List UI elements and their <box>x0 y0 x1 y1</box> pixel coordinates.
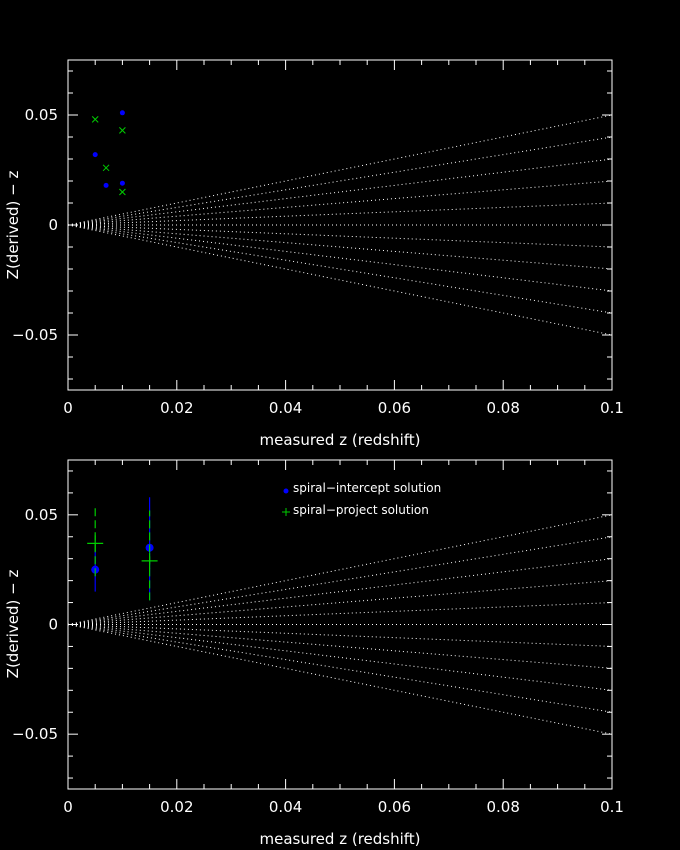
top-guide-line <box>67 158 613 226</box>
top-x-tick-label: 0.02 <box>160 399 193 417</box>
top-green-x-stroke <box>119 188 126 196</box>
bottom-guide-line <box>67 514 613 625</box>
top-guide-line <box>67 180 613 226</box>
legend: spiral−intercept solution spiral−project… <box>282 481 441 517</box>
bottom-x-tick-label: 0.02 <box>160 798 193 816</box>
bottom-panel: measured z (redshift) Z(derived) − z spi… <box>4 459 624 848</box>
top-blue-data-point <box>119 180 125 186</box>
top-green-x-stroke <box>91 116 99 123</box>
top-y-tick-label: 0 <box>48 216 58 234</box>
top-blue-data-point <box>119 110 125 116</box>
bottom-x-tick-label: 0.1 <box>600 798 624 816</box>
bottom-green-data-point <box>87 535 104 552</box>
top-guide-line <box>67 224 613 292</box>
top-y-tick-label: −0.05 <box>12 326 58 344</box>
top-guide-line <box>67 224 613 248</box>
bottom-x-tick-label: 0.08 <box>486 798 519 816</box>
top-green-x-stroke <box>102 164 110 172</box>
legend-entry-spiral-project: spiral−project solution <box>293 503 429 517</box>
bottom-guide-line <box>67 602 613 625</box>
bottom-y-tick-label: 0.05 <box>25 506 58 524</box>
top-panel: measured z (redshift) Z(derived) − z 0 0.… <box>4 59 624 449</box>
bottom-x-tick-label: 0.06 <box>378 798 411 816</box>
legend-entry-spiral-intercept: spiral−intercept solution <box>293 481 441 495</box>
top-green-data-point <box>119 188 126 196</box>
top-blue-data-point <box>92 152 98 158</box>
bottom-guide-line <box>67 624 613 647</box>
bottom-green-data-point <box>141 552 158 569</box>
top-guide-line <box>67 224 613 336</box>
legend-marker-spiral-intercept <box>283 488 289 494</box>
top-green-x-stroke <box>119 127 126 134</box>
top-x-axis-label: measured z (redshift) <box>259 431 420 449</box>
top-x-tick-label: 0.1 <box>600 399 624 417</box>
top-guide-line <box>67 202 613 226</box>
bottom-guide-line <box>67 558 613 625</box>
top-x-tick-label: 0.06 <box>378 399 411 417</box>
bottom-guide-line <box>67 624 613 735</box>
top-green-data-point <box>119 127 126 134</box>
top-guide-line <box>67 114 613 226</box>
top-green-data-point <box>91 116 99 123</box>
bottom-guide-line <box>67 580 613 625</box>
bottom-x-tick-label: 0 <box>63 798 73 816</box>
bottom-y-tick-label: −0.05 <box>12 725 58 743</box>
top-green-data-point <box>102 164 110 172</box>
top-x-tick-label: 0 <box>63 399 73 417</box>
bottom-y-tick-label: 0 <box>48 616 58 634</box>
bottom-guide-line <box>67 624 613 691</box>
top-blue-data-point <box>103 182 109 188</box>
bottom-x-axis-label: measured z (redshift) <box>259 830 420 848</box>
top-x-tick-label: 0.08 <box>486 399 519 417</box>
bottom-guide-line <box>67 624 613 669</box>
top-y-axis-label: Z(derived) − z <box>4 171 22 280</box>
bottom-y-axis-label: Z(derived) − z <box>4 570 22 679</box>
top-y-tick-label: 0.05 <box>25 106 58 124</box>
bottom-x-tick-label: 0.04 <box>269 798 302 816</box>
top-x-tick-label: 0.04 <box>269 399 302 417</box>
top-guide-line <box>67 224 613 270</box>
